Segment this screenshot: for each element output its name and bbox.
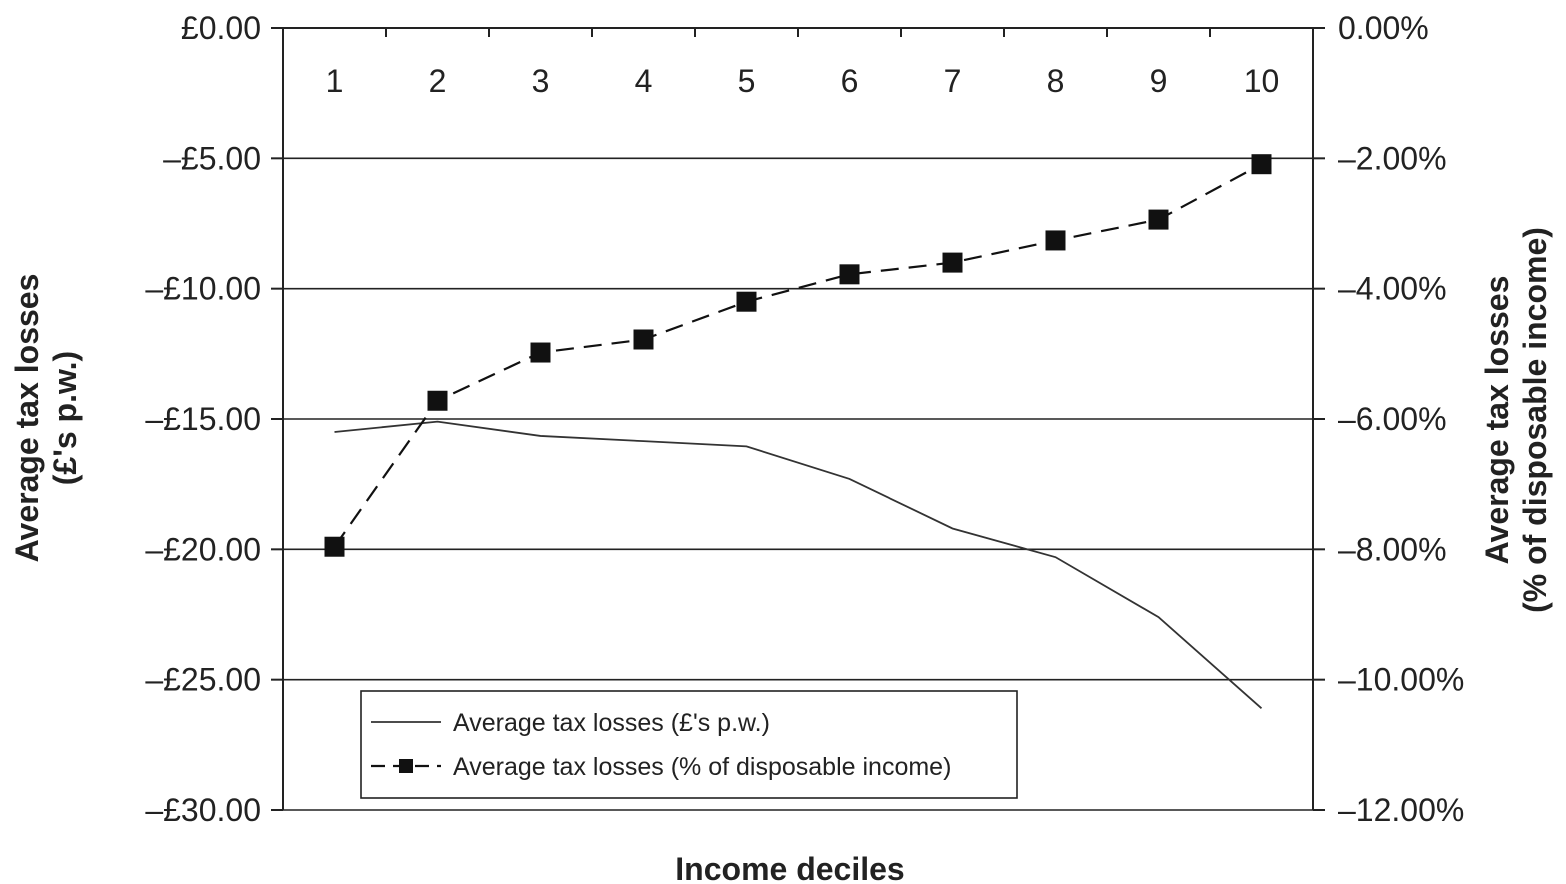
left-y-tick-label: –£20.00 bbox=[145, 531, 261, 567]
left-y-tick-label: –£25.00 bbox=[145, 662, 261, 698]
x-tick-label: 6 bbox=[841, 63, 859, 99]
series-2-marker bbox=[942, 252, 963, 273]
legend-label-1: Average tax losses (£'s p.w.) bbox=[453, 709, 770, 737]
right-y-tick-label: 0.00% bbox=[1338, 10, 1429, 46]
axes bbox=[271, 27, 1325, 811]
legend-marker-2 bbox=[399, 759, 413, 773]
right-y-tick-label: –6.00% bbox=[1338, 401, 1447, 437]
series-2-marker bbox=[1045, 230, 1066, 251]
right-y-tick-label: –10.00% bbox=[1338, 662, 1464, 698]
left-y-axis-title: Average tax losses(£'s p.w.) bbox=[9, 274, 83, 563]
x-tick-label: 1 bbox=[326, 63, 344, 99]
series-2-marker bbox=[530, 342, 551, 363]
right-y-tick-label: –4.00% bbox=[1338, 271, 1447, 307]
series-2-marker bbox=[324, 536, 345, 557]
left-y-tick-label: –£5.00 bbox=[163, 140, 261, 176]
x-tick-label: 8 bbox=[1047, 63, 1065, 99]
left-y-axis-title-line: (£'s p.w.) bbox=[47, 351, 83, 485]
x-axis-title: Income deciles bbox=[675, 851, 904, 884]
legend-box bbox=[360, 690, 1018, 799]
left-y-axis-title-line: Average tax losses bbox=[9, 274, 45, 563]
x-tick-label: 9 bbox=[1150, 63, 1168, 99]
x-tick-label: 4 bbox=[635, 63, 653, 99]
left-y-tick-label: £0.00 bbox=[181, 10, 261, 46]
x-tick-label: 2 bbox=[429, 63, 447, 99]
series-2-marker bbox=[1251, 154, 1272, 175]
series-2-marker bbox=[1148, 209, 1169, 230]
right-y-tick-label: –12.00% bbox=[1338, 792, 1464, 828]
left-y-tick-label: –£15.00 bbox=[145, 401, 261, 437]
x-tick-label: 3 bbox=[532, 63, 550, 99]
x-tick-label: 5 bbox=[738, 63, 756, 99]
series-2-marker bbox=[427, 390, 448, 411]
x-tick-label: 10 bbox=[1244, 63, 1280, 99]
labels-layer: £0.00 –£5.00 –£10.00 –£15.00 –£20.00 –£25.00 –… bbox=[9, 10, 1553, 884]
series-2-marker bbox=[839, 264, 860, 285]
x-tick-label: 7 bbox=[944, 63, 962, 99]
series-layer bbox=[324, 154, 1272, 710]
legend: Average tax losses (£'s p.w.) Average tax… bbox=[360, 690, 1018, 799]
right-y-axis-title-line: Average tax losses bbox=[1479, 276, 1515, 565]
left-y-tick-label: –£30.00 bbox=[145, 792, 261, 828]
right-y-axis-title-line: (% of disposable income) bbox=[1517, 227, 1553, 613]
series-line-1 bbox=[334, 420, 1263, 710]
left-y-tick-label: –£10.00 bbox=[145, 271, 261, 307]
right-y-axis-title: Average tax losses(% of disposable incom… bbox=[1479, 227, 1553, 613]
gridlines bbox=[283, 157, 1313, 811]
right-y-tick-label: –8.00% bbox=[1338, 531, 1447, 567]
right-y-tick-label: –2.00% bbox=[1338, 140, 1447, 176]
series-2-marker bbox=[736, 291, 757, 312]
series-line-2 bbox=[333, 163, 1263, 548]
legend-label-2: Average tax losses (% of disposable inco… bbox=[453, 753, 951, 781]
series-2-marker bbox=[633, 329, 654, 350]
